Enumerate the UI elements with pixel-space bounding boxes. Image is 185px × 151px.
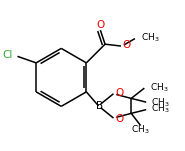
- Text: O: O: [115, 114, 123, 124]
- Text: CH$_3$: CH$_3$: [152, 96, 170, 109]
- Text: O: O: [122, 40, 130, 50]
- Text: CH$_3$: CH$_3$: [141, 31, 159, 44]
- Text: CH$_3$: CH$_3$: [131, 124, 150, 137]
- Text: O: O: [96, 21, 105, 31]
- Text: B: B: [96, 101, 103, 111]
- Text: CH$_3$: CH$_3$: [150, 81, 169, 94]
- Text: O: O: [115, 88, 123, 98]
- Text: CH$_3$: CH$_3$: [152, 103, 170, 115]
- Text: Cl: Cl: [2, 50, 13, 60]
